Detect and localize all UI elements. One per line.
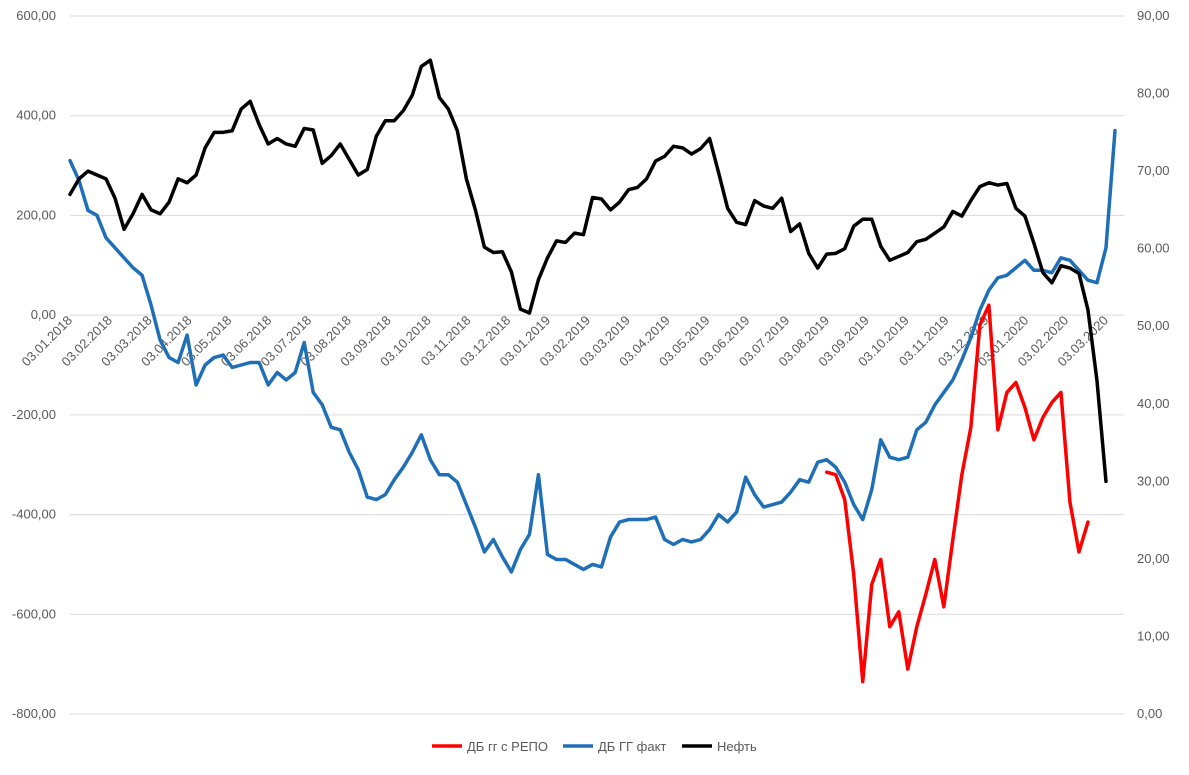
series-line-fact [68, 128, 1117, 574]
left-tick-label: -400,00 [12, 507, 56, 522]
right-tick-label: 20,00 [1137, 551, 1170, 566]
series-line-oil [68, 58, 1108, 484]
left-tick-label: 200,00 [16, 207, 56, 222]
legend-label: Нефть [717, 739, 757, 754]
right-tick-label: 10,00 [1137, 628, 1170, 643]
series-line-repo [824, 303, 1090, 684]
left-tick-label: 400,00 [16, 108, 56, 123]
plot-lines [68, 58, 1117, 684]
x-axis-ticks: 03.01.201803.02.201803.03.201803.04.2018… [18, 313, 1111, 370]
left-tick-label: -600,00 [12, 606, 56, 621]
right-tick-label: 80,00 [1137, 86, 1170, 101]
left-axis-ticks: 600,00 400,00 200,00 0,00 -200,00 -400,00 -600… [12, 8, 56, 721]
right-tick-label: 0,00 [1137, 706, 1162, 721]
right-tick-label: 30,00 [1137, 473, 1170, 488]
left-tick-label: 0,00 [31, 307, 56, 322]
legend-label: ДБ ГГ факт [598, 739, 666, 754]
right-tick-label: 90,00 [1137, 8, 1170, 23]
right-axis-ticks: 90,00 80,00 70,00 60,00 50,00 40,00 30,00 20,00… [1137, 8, 1170, 721]
legend: ДБ гг с РЕПО ДБ ГГ факт Нефть [432, 739, 757, 754]
right-tick-label: 70,00 [1137, 163, 1170, 178]
right-tick-label: 60,00 [1137, 241, 1170, 256]
grid-lines [70, 15, 1124, 715]
right-tick-label: 40,00 [1137, 396, 1170, 411]
left-tick-label: 600,00 [16, 8, 56, 23]
left-tick-label: -800,00 [12, 706, 56, 721]
legend-label: ДБ гг с РЕПО [467, 739, 548, 754]
right-tick-label: 50,00 [1137, 318, 1170, 333]
left-tick-label: -200,00 [12, 407, 56, 422]
